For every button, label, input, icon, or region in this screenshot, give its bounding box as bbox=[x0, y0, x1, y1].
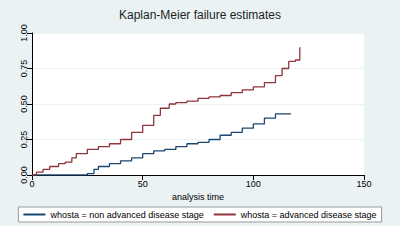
svg-text:whosta = advanced disease stag: whosta = advanced disease stage bbox=[240, 210, 377, 220]
svg-text:50: 50 bbox=[138, 179, 148, 189]
svg-text:whosta = non advanced disease: whosta = non advanced disease stage bbox=[49, 210, 203, 220]
svg-text:Kaplan-Meier failure estimates: Kaplan-Meier failure estimates bbox=[119, 8, 281, 22]
svg-text:150: 150 bbox=[356, 179, 371, 189]
svg-text:analysis time: analysis time bbox=[172, 192, 224, 202]
svg-text:0.25: 0.25 bbox=[19, 131, 29, 149]
svg-text:0: 0 bbox=[29, 179, 34, 189]
svg-text:0.00: 0.00 bbox=[19, 166, 29, 184]
svg-text:0.50: 0.50 bbox=[19, 95, 29, 113]
svg-text:1.00: 1.00 bbox=[19, 24, 29, 42]
svg-text:100: 100 bbox=[246, 179, 261, 189]
svg-text:0.75: 0.75 bbox=[19, 60, 29, 78]
